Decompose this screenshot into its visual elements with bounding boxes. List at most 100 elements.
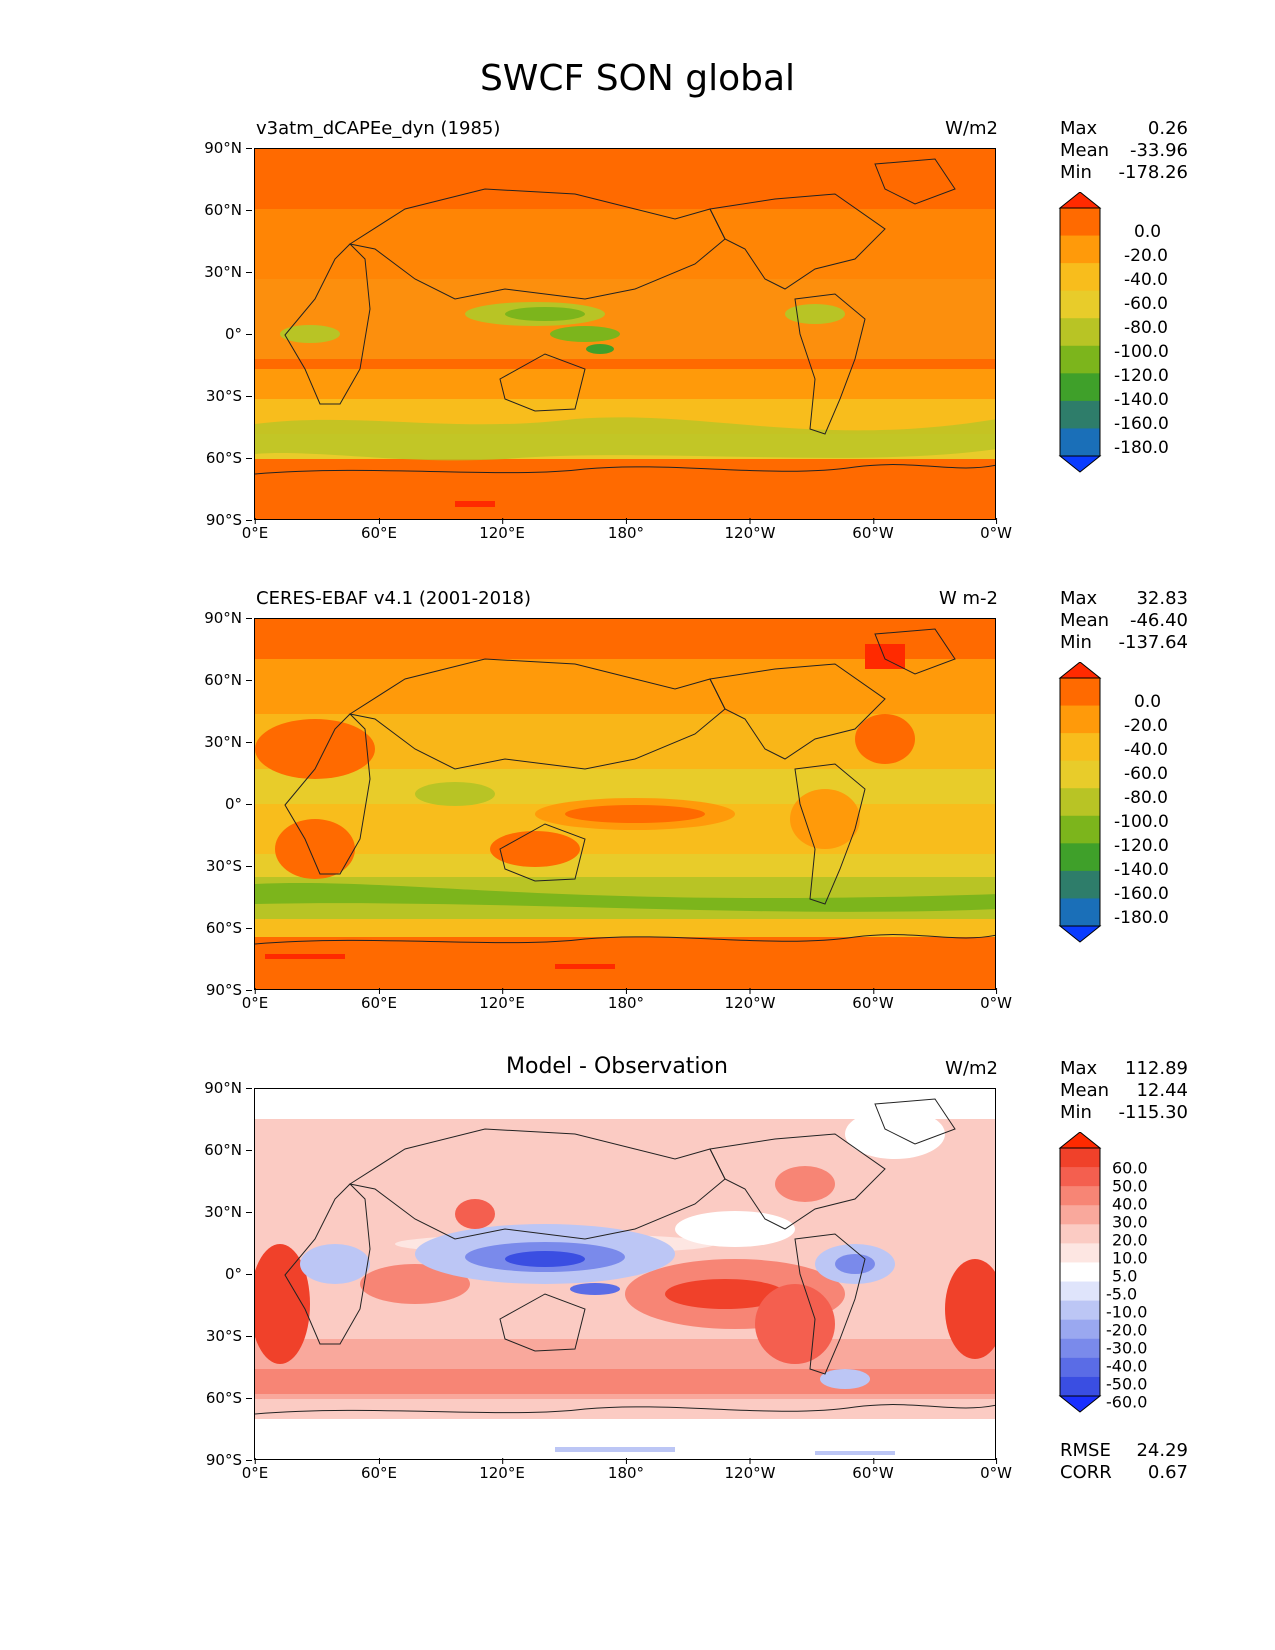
lon-tick: 0°W	[980, 988, 1012, 1012]
colorbar-segment	[1060, 400, 1100, 429]
lon-tick: 120°W	[724, 518, 776, 542]
colorbar-label: -80.0	[1124, 318, 1168, 338]
lat-tick: 90°N	[204, 609, 252, 627]
colorbar-frame	[1059, 677, 1101, 927]
colorbar-label: 40.0	[1112, 1194, 1148, 1214]
colorbar-extend-bottom	[1058, 455, 1102, 473]
lat-tick: 30°N	[204, 1203, 252, 1221]
stat-max: 32.83	[1136, 588, 1188, 609]
colorbar-label: 5.0	[1112, 1266, 1138, 1286]
lat-tick: 0°	[224, 795, 253, 813]
colorbar-extend-top	[1058, 1132, 1102, 1149]
colorbar-segment	[1060, 263, 1100, 292]
stat-min-label: Min	[1060, 1102, 1092, 1123]
lon-tick: 60°E	[360, 518, 398, 542]
lat-tick: 60°S	[205, 1389, 253, 1407]
colorbar-label: -20.0	[1106, 1320, 1148, 1340]
colorbar-segment	[1060, 1262, 1100, 1283]
colorbar-segment	[1060, 760, 1100, 789]
stat-mean: -33.96	[1129, 140, 1188, 161]
panel-units: W/m2	[945, 118, 998, 139]
colorbar-label: -160.0	[1114, 884, 1169, 904]
colorbar-label: -30.0	[1106, 1338, 1148, 1358]
colorbar-label: -100.0	[1114, 812, 1169, 832]
stat-mean-label: Mean	[1060, 140, 1110, 161]
colorbar-segment	[1060, 1205, 1100, 1225]
colorbar-segment	[1060, 1376, 1100, 1397]
colorbar-segment	[1060, 1319, 1100, 1340]
colorbar-segment	[1060, 1186, 1100, 1206]
colorbar-label: -20.0	[1124, 716, 1168, 736]
colorbar-label: -20.0	[1124, 246, 1168, 266]
colorbar-frame	[1059, 1147, 1101, 1397]
colorbar-segment	[1060, 1167, 1100, 1187]
colorbar-segment	[1060, 208, 1100, 237]
stat-min-label: Min	[1060, 162, 1092, 183]
stat-max-label: Max	[1060, 588, 1098, 609]
lon-tick: 60°E	[360, 988, 398, 1012]
lat-tick: 60°S	[205, 449, 253, 467]
stat-max-label: Max	[1060, 1058, 1098, 1079]
stats-box: Max 0.26 Mean -33.96 Min -178.26	[1060, 118, 1188, 184]
colorbar-label: -140.0	[1114, 390, 1169, 410]
lat-tick: 30°S	[205, 387, 253, 405]
colorbar-segment	[1060, 235, 1100, 264]
colorbar: 0.0 -20.0 -40.0 -60.0 -80.0 -100.0 -120.…	[1058, 192, 1188, 492]
colorbar-segment	[1060, 290, 1100, 319]
stats-box: Max 112.89 Mean 12.44 Min -115.30	[1060, 1058, 1188, 1124]
stat-max: 112.89	[1125, 1058, 1188, 1079]
colorbar-segment	[1060, 1338, 1100, 1359]
lon-tick: 0°E	[241, 988, 269, 1012]
rmse-value: 24.29	[1136, 1440, 1188, 1461]
colorbar-extend-top	[1058, 662, 1102, 679]
lat-tick: 30°S	[205, 857, 253, 875]
rmse-label: RMSE	[1060, 1440, 1111, 1461]
map-model	[254, 148, 996, 520]
colorbar-label: -100.0	[1114, 342, 1169, 362]
stat-min: -115.30	[1118, 1102, 1188, 1123]
lon-tick: 60°W	[852, 518, 894, 542]
stats-box: Max 32.83 Mean -46.40 Min -137.64	[1060, 588, 1188, 654]
stat-mean-label: Mean	[1060, 610, 1110, 631]
colorbar-segment	[1060, 678, 1100, 707]
colorbar-label: -140.0	[1114, 860, 1169, 880]
colorbar-label: -180.0	[1114, 438, 1169, 458]
colorbar-label: 20.0	[1112, 1230, 1148, 1250]
lon-tick: 60°W	[852, 988, 894, 1012]
colorbar-segment	[1060, 1357, 1100, 1378]
colorbar-label: 0.0	[1134, 692, 1162, 712]
colorbar-label: -40.0	[1106, 1356, 1148, 1376]
lat-tick: 30°N	[204, 733, 252, 751]
colorbar-segment	[1060, 1224, 1100, 1244]
colorbar-segment	[1060, 1281, 1100, 1302]
lon-tick: 0°W	[980, 518, 1012, 542]
panel-observation: CERES-EBAF v4.1 (2001-2018) W m-2	[0, 588, 1275, 1028]
lon-tick: 120°E	[479, 518, 525, 542]
colorbar-label: 10.0	[1112, 1248, 1148, 1268]
map-observation	[254, 618, 996, 990]
panel-left-label: CERES-EBAF v4.1 (2001-2018)	[256, 588, 532, 609]
colorbar-segment	[1060, 870, 1100, 899]
colorbar-label: -60.0	[1106, 1392, 1148, 1412]
colorbar-label: 50.0	[1112, 1176, 1148, 1196]
stat-max: 0.26	[1147, 118, 1188, 139]
colorbar-extend-bottom	[1058, 925, 1102, 943]
lon-tick: 60°W	[852, 1458, 894, 1482]
colorbar: 60.0 50.0 40.0 30.0 20.0 10.0 5.0 -5.0 -…	[1058, 1132, 1188, 1432]
colorbar-segment	[1060, 428, 1100, 457]
corr-label: CORR	[1060, 1462, 1112, 1483]
panel-difference: Model - Observation W/m2	[0, 1054, 1275, 1498]
lat-tick: 90°N	[204, 1079, 252, 1097]
colorbar-label: -40.0	[1124, 740, 1168, 760]
lat-tick: 90°N	[204, 139, 252, 157]
lon-tick: 0°E	[241, 1458, 269, 1482]
colorbar-segment	[1060, 705, 1100, 734]
lon-tick: 120°E	[479, 1458, 525, 1482]
lat-tick: 30°S	[205, 1327, 253, 1345]
lat-tick: 90°S	[205, 981, 253, 999]
colorbar-label: -120.0	[1114, 366, 1169, 386]
colorbar-label: 30.0	[1112, 1212, 1148, 1232]
colorbar-label: -40.0	[1124, 270, 1168, 290]
stat-min: -137.64	[1118, 632, 1188, 653]
panel-units: W/m2	[945, 1058, 998, 1079]
